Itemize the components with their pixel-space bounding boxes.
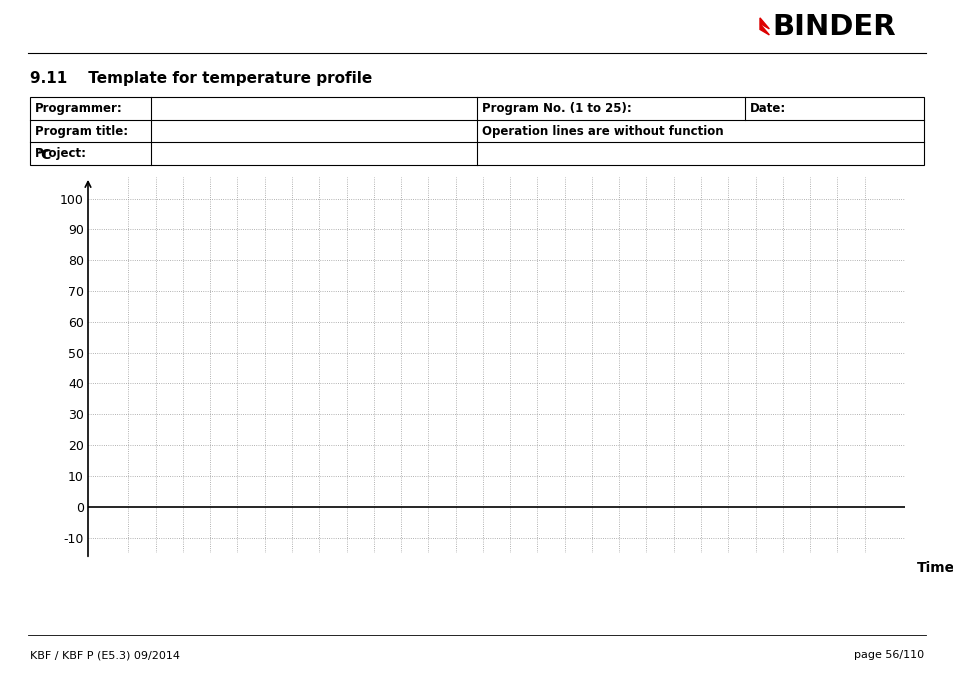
Text: Date:: Date: (749, 102, 785, 115)
Text: KBF / KBF P (E5.3) 09/2014: KBF / KBF P (E5.3) 09/2014 (30, 650, 180, 660)
Text: Program title:: Program title: (35, 124, 128, 138)
Text: page 56/110: page 56/110 (853, 650, 923, 660)
Text: °C: °C (34, 148, 51, 162)
Polygon shape (760, 18, 768, 29)
Text: BINDER: BINDER (771, 13, 895, 40)
Text: Operation lines are without function: Operation lines are without function (481, 124, 723, 138)
Polygon shape (760, 24, 768, 35)
Text: Programmer:: Programmer: (35, 102, 123, 115)
Bar (30, 97, 923, 165)
Text: Program No. (1 to 25):: Program No. (1 to 25): (481, 102, 631, 115)
Text: 9.11    Template for temperature profile: 9.11 Template for temperature profile (30, 70, 372, 86)
Text: Project:: Project: (35, 147, 87, 160)
Text: Time: Time (916, 560, 953, 574)
